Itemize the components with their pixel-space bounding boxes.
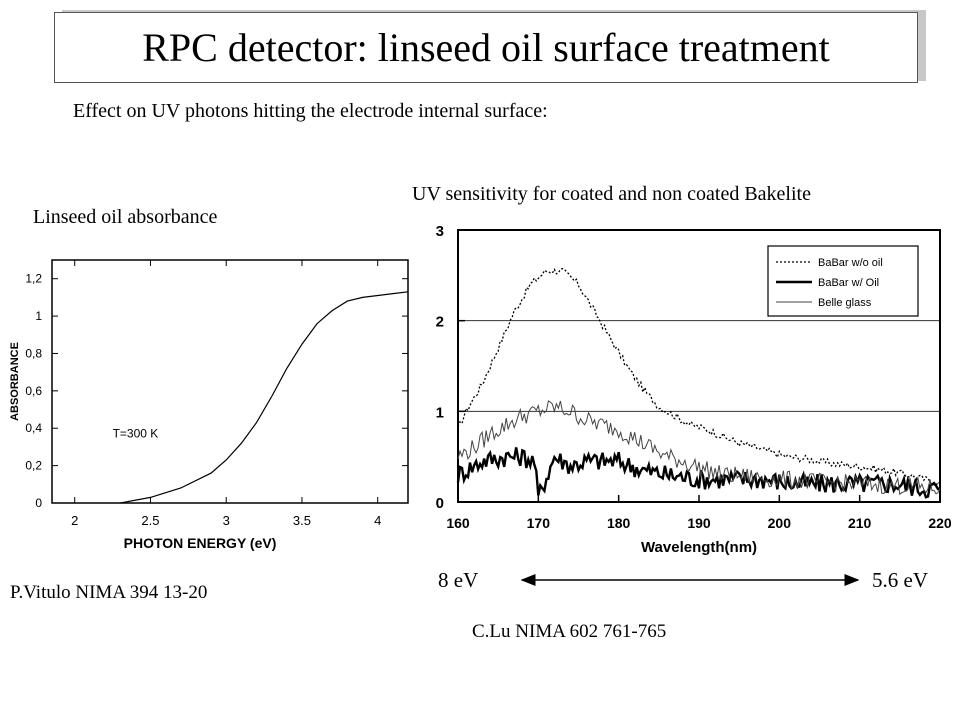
y-tick-label: 1,2 bbox=[25, 272, 42, 286]
x-tick-label: 2.5 bbox=[141, 513, 159, 528]
temperature-annotation: T=300 K bbox=[113, 427, 159, 441]
y-tick-label: 1 bbox=[35, 309, 42, 323]
y-tick-label: 0,2 bbox=[25, 459, 42, 473]
plot-frame bbox=[51, 259, 409, 504]
x-tick-label: 3 bbox=[223, 513, 230, 528]
x-tick-label: 3.5 bbox=[293, 513, 311, 528]
x-tick-label: 170 bbox=[527, 515, 551, 531]
y-tick-label: 0,4 bbox=[25, 421, 42, 435]
x-tick-label: 2 bbox=[71, 513, 78, 528]
x-tick-label: 160 bbox=[446, 515, 470, 531]
x-axis-label: Wavelength(nm) bbox=[641, 539, 757, 556]
y-tick-label: 0 bbox=[436, 495, 444, 512]
legend-entry: BaBar w/o oil bbox=[818, 257, 883, 269]
x-tick-label: 180 bbox=[607, 515, 631, 531]
series-babar-w-o-oil bbox=[457, 267, 941, 487]
x-tick-label: 200 bbox=[768, 515, 792, 531]
x-tick-label: 210 bbox=[848, 515, 872, 531]
x-tick-label: 190 bbox=[687, 515, 711, 531]
series-babar-w-oil bbox=[456, 447, 941, 499]
absorbance-chart: 2 2.5 3 3.5 4 0 0,2 0,4 0,6 0,8 1 1,2 PHOTON ENERGY … bbox=[9, 259, 409, 551]
y-tick-label: 0,8 bbox=[25, 346, 42, 360]
left-chart-caption: Linseed oil absorbance bbox=[33, 206, 218, 228]
legend-entry: Belle glass bbox=[818, 297, 872, 309]
x-tick-label: 220 bbox=[928, 515, 952, 531]
legend-entry: BaBar w/ Oil bbox=[818, 277, 879, 289]
right-chart-reference: C.Lu NIMA 602 761-765 bbox=[472, 621, 667, 642]
energy-label-5-6ev: 5.6 eV bbox=[872, 568, 928, 592]
right-chart-caption: UV sensitivity for coated and non coated… bbox=[412, 183, 811, 205]
y-tick-label: 2 bbox=[436, 314, 444, 331]
y-axis-label: ABSORBANCE bbox=[9, 342, 21, 421]
slide-title: RPC detector: linseed oil surface treatm… bbox=[142, 25, 830, 70]
series-belle-glass bbox=[457, 400, 941, 496]
x-tick-label: 4 bbox=[374, 513, 381, 528]
y-tick-label: 3 bbox=[436, 223, 444, 240]
slide-subtitle: Effect on UV photons hitting the electro… bbox=[73, 100, 548, 122]
y-tick-label: 1 bbox=[436, 404, 444, 421]
title-box: RPC detector: linseed oil surface treatm… bbox=[54, 12, 918, 83]
left-chart-reference: P.Vitulo NIMA 394 13-20 bbox=[10, 582, 208, 603]
y-tick-label: 0,6 bbox=[25, 384, 42, 398]
x-axis-label: PHOTON ENERGY (eV) bbox=[124, 535, 277, 551]
absorbance-curve bbox=[120, 291, 409, 504]
uv-sensitivity-chart: 0 1 2 3 160 170 180 190 200 210 220 Wavelength(nm) B… bbox=[436, 223, 952, 556]
y-tick-label: 0 bbox=[35, 496, 42, 510]
energy-label-8ev: 8 eV bbox=[438, 568, 479, 592]
